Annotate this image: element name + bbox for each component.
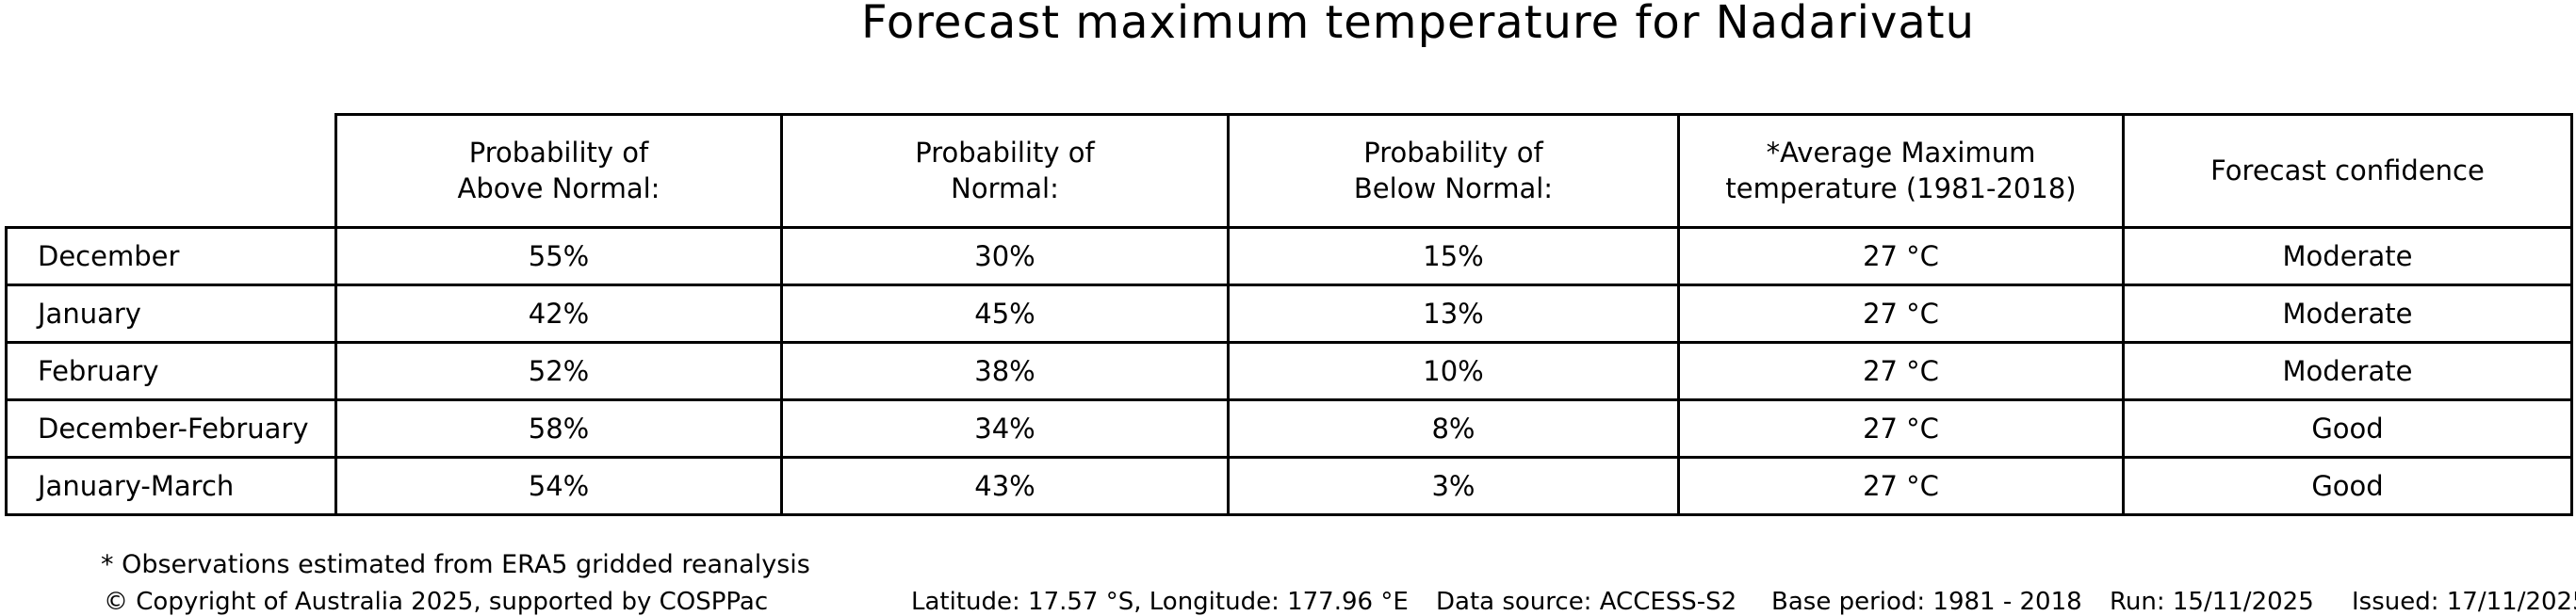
confidence-cell: Moderate (2122, 284, 2573, 344)
footnote: * Observations estimated from ERA5 gridd… (101, 550, 810, 579)
col-header-above-normal: Probability of Above Normal: (334, 113, 783, 229)
above-normal-cell: 52% (334, 341, 783, 401)
avg-max-temp-cell: 27 °C (1677, 341, 2125, 401)
below-normal-cell: 15% (1227, 226, 1680, 286)
above-normal-cell: 42% (334, 284, 783, 344)
above-normal-cell: 54% (334, 456, 783, 516)
below-normal-cell: 8% (1227, 398, 1680, 459)
table-row: December-February 58% 34% 8% 27 °C Good (5, 398, 2573, 459)
issued-date-text: Issued: 17/11/2025 (2352, 588, 2576, 616)
avg-max-temp-cell: 27 °C (1677, 456, 2125, 516)
confidence-cell: Moderate (2122, 341, 2573, 401)
location-text: Latitude: 17.57 °S, Longitude: 177.96 °E (911, 588, 1409, 616)
table-row: January-March 54% 43% 3% 27 °C Good (5, 456, 2573, 516)
run-date-text: Run: 15/11/2025 (2110, 588, 2314, 616)
above-normal-cell: 58% (334, 398, 783, 459)
below-normal-cell: 13% (1227, 284, 1680, 344)
table-row: December 55% 30% 15% 27 °C Moderate (5, 226, 2573, 286)
table-header-row: Probability of Above Normal: Probability… (7, 113, 2573, 229)
avg-max-temp-cell: 27 °C (1677, 284, 2125, 344)
table-row: January 42% 45% 13% 27 °C Moderate (5, 284, 2573, 344)
period-cell: December (5, 226, 337, 286)
base-period-text: Base period: 1981 - 2018 (1771, 588, 2082, 616)
period-cell: January (5, 284, 337, 344)
normal-cell: 43% (780, 456, 1230, 516)
col-header-forecast-confidence: Forecast confidence (2122, 113, 2573, 229)
below-normal-cell: 3% (1227, 456, 1680, 516)
normal-cell: 38% (780, 341, 1230, 401)
normal-cell: 45% (780, 284, 1230, 344)
col-header-below-normal: Probability of Below Normal: (1227, 113, 1680, 229)
avg-max-temp-cell: 27 °C (1677, 398, 2125, 459)
period-cell: January-March (5, 456, 337, 516)
data-source-text: Data source: ACCESS-S2 (1436, 588, 1737, 616)
forecast-table: Probability of Above Normal: Probability… (5, 113, 2573, 516)
above-normal-cell: 55% (334, 226, 783, 286)
below-normal-cell: 10% (1227, 341, 1680, 401)
copyright-text: © Copyright of Australia 2025, supported… (104, 588, 769, 616)
normal-cell: 30% (780, 226, 1230, 286)
corner-cell (7, 115, 336, 228)
period-cell: February (5, 341, 337, 401)
col-header-normal: Probability of Normal: (780, 113, 1230, 229)
table-row: February 52% 38% 10% 27 °C Moderate (5, 341, 2573, 401)
avg-max-temp-cell: 27 °C (1677, 226, 2125, 286)
col-header-avg-max-temp: *Average Maximum temperature (1981-2018) (1677, 113, 2125, 229)
period-cell: December-February (5, 398, 337, 459)
page-title: Forecast maximum temperature for Nadariv… (860, 0, 1976, 49)
normal-cell: 34% (780, 398, 1230, 459)
confidence-cell: Moderate (2122, 226, 2573, 286)
confidence-cell: Good (2122, 456, 2573, 516)
confidence-cell: Good (2122, 398, 2573, 459)
